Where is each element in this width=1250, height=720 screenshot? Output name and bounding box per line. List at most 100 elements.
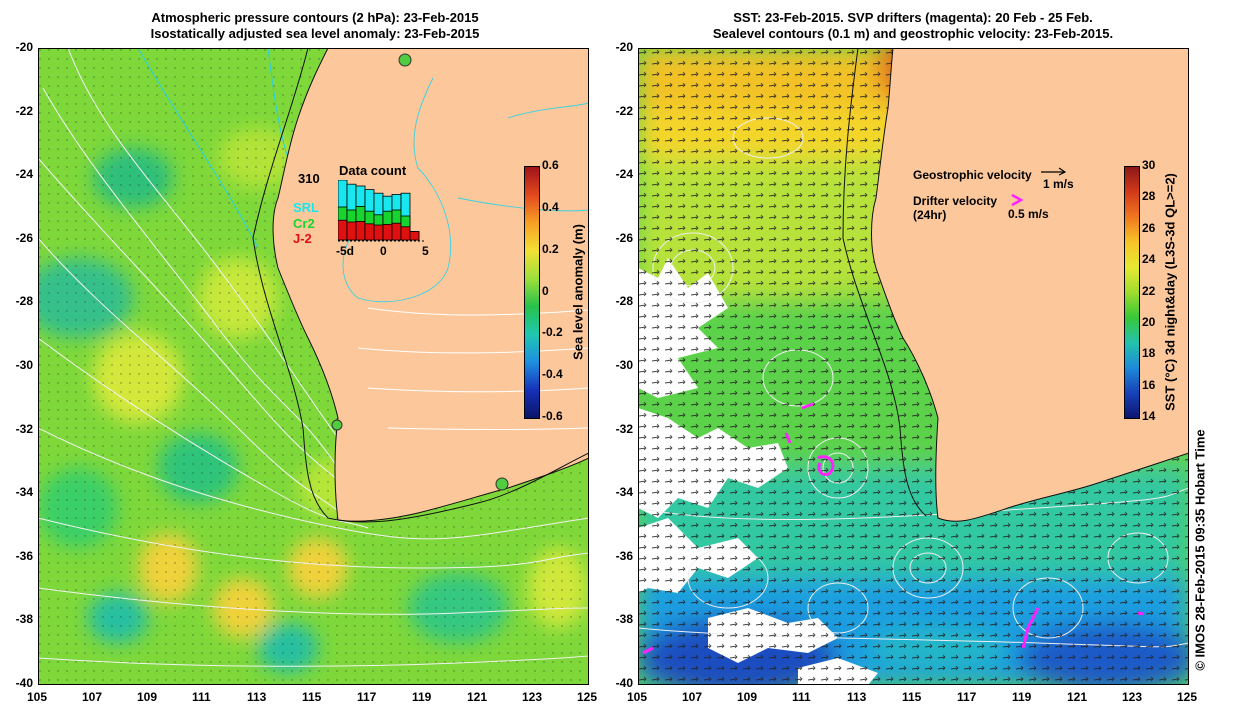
right-map[interactable]	[638, 48, 1189, 685]
station-marker[interactable]	[398, 53, 412, 67]
drifter-legend-sub: (24hr)	[913, 208, 947, 222]
lat-tick-label: -22	[15, 103, 33, 118]
left-colorbar-label: Sea level anomaly (m)	[570, 224, 586, 360]
lon-tick-label: 119	[412, 690, 432, 704]
lat-tick-label: -40	[15, 676, 33, 690]
colorbar-tick-label: 0.2	[542, 241, 559, 256]
lon-tick-label: 105	[27, 690, 48, 704]
lat-tick-label: -40	[615, 676, 633, 690]
legend-cr2: Cr2	[293, 216, 315, 231]
lon-tick-label: 111	[792, 690, 811, 704]
shelf-break-sst	[842, 48, 927, 517]
lat-tick-label: -36	[615, 548, 633, 563]
lon-tick-label: 125	[577, 690, 598, 704]
left-title-line1: Atmospheric pressure contours (2 hPa): 2…	[151, 10, 479, 25]
lon-tick-label: 125	[1177, 690, 1198, 704]
lon-tick-label: 121	[1067, 690, 1088, 704]
data-count-bar-j2	[338, 219, 348, 241]
legend-srl: SRL	[293, 200, 319, 215]
data-count-bar-j2	[364, 223, 375, 241]
geostrophic-legend-label: Geostrophic velocity	[913, 168, 1032, 182]
colorbar-tick-label: 14	[1142, 409, 1156, 423]
data-count-bar-j2	[409, 231, 420, 241]
colorbar-tick-label: 0	[542, 283, 549, 298]
left-title: Atmospheric pressure contours (2 hPa): 2…	[40, 10, 590, 42]
colorbar-tick-label: 22	[1142, 283, 1156, 298]
lat-tick-label: -34	[615, 485, 633, 500]
lon-tick-label: 113	[847, 690, 867, 704]
colorbar-tick-label: -0.2	[542, 325, 563, 340]
station-marker[interactable]	[331, 419, 343, 431]
lon-tick-label: 107	[82, 690, 103, 704]
right-title: SST: 23-Feb-2015. SVP drifters (magenta)…	[638, 10, 1188, 42]
lat-tick-label: -38	[15, 612, 33, 627]
colorbar-tick-label: 30	[1142, 158, 1156, 172]
lat-tick-label: -36	[15, 548, 33, 563]
lon-tick-label: 123	[522, 690, 543, 704]
colorbar-tick-label: 0.6	[542, 158, 559, 172]
lon-tick-label: 113	[247, 690, 267, 704]
lat-tick-label: -28	[15, 294, 33, 309]
colorbar-tick-label: 20	[1142, 314, 1156, 329]
drifter-legend-label: Drifter velocity	[913, 194, 998, 208]
left-map[interactable]	[38, 48, 589, 685]
lon-tick-label: 117	[357, 690, 377, 704]
lat-tick-label: -24	[15, 167, 33, 182]
credit-text: © IMOS 28-Feb-2015 09:35 Hobart Time	[1192, 429, 1208, 671]
right-colorbar-label: SST (°C) 3d night&day (L3S-3d QL>=2)	[1162, 173, 1178, 411]
data-count-bar-j2	[373, 224, 384, 241]
data-count-bar-j2	[355, 221, 366, 241]
lon-tick-label: 115	[902, 690, 922, 704]
lon-tick-label: 123	[1122, 690, 1143, 704]
lon-tick-label: 111	[192, 690, 211, 704]
lon-tick-label: 109	[737, 690, 758, 704]
lat-tick-label: -20	[615, 40, 633, 54]
data-count-inset: Data count 310 SRL Cr2 J-2 -5d 0 5	[280, 160, 440, 265]
lon-tick-label: 119	[1012, 690, 1032, 704]
colorbar-tick-label: 26	[1142, 220, 1156, 235]
lon-tick-label: 121	[467, 690, 488, 704]
lat-tick-label: -28	[615, 294, 633, 309]
drifter-legend-scale: 0.5 m/s	[1008, 207, 1049, 221]
lat-tick-label: -38	[615, 612, 633, 627]
lat-tick-label: -34	[15, 485, 33, 500]
data-count-bar-j2	[391, 222, 402, 241]
lon-tick-label: 105	[627, 690, 648, 704]
data-count-bar-j2	[382, 224, 393, 241]
lat-tick-label: -20	[15, 40, 33, 54]
right-colorbar-ticks: 30 28 26 24 22 20 18 16 14	[1140, 158, 1164, 423]
dc-tick-5: 5	[422, 244, 429, 258]
lon-tick-label: 117	[957, 690, 977, 704]
right-title-line1: SST: 23-Feb-2015. SVP drifters (magenta)…	[733, 10, 1093, 25]
left-colorbar	[524, 166, 540, 419]
colorbar-tick-label: 24	[1142, 252, 1156, 267]
station-marker[interactable]	[495, 477, 509, 491]
shelf-break	[252, 48, 589, 523]
data-count-chart	[338, 180, 424, 242]
legend-j2: J-2	[293, 231, 312, 246]
lat-tick-label: -24	[615, 167, 633, 182]
colorbar-tick-label: 16	[1142, 377, 1156, 392]
lat-tick-label: -22	[615, 103, 633, 118]
land-contours-white	[357, 307, 589, 430]
right-title-line2: Sealevel contours (0.1 m) and geostrophi…	[712, 26, 1114, 41]
drifter-tracks	[642, 402, 1144, 655]
left-colorbar-ticks: 0.6 0.4 0.2 0 -0.2 -0.4 -0.6	[540, 158, 570, 423]
colorbar-tick-label: 28	[1142, 189, 1156, 204]
data-count-bar-j2	[400, 226, 411, 241]
lon-tick-label: 115	[302, 690, 322, 704]
colorbar-tick-label: -0.6	[542, 409, 563, 423]
left-title-line2: Isostatically adjusted sea level anomaly…	[150, 26, 480, 41]
lat-tick-label: -30	[615, 358, 633, 372]
land-australia	[272, 48, 589, 522]
dc-tick-minus5: -5d	[336, 244, 354, 258]
dc-tick-0: 0	[380, 244, 387, 258]
land-australia-sst	[871, 48, 1189, 522]
lat-tick-label: -30	[15, 358, 33, 372]
geostrophic-legend-scale: 1 m/s	[1043, 177, 1074, 191]
lon-tick-label: 109	[137, 690, 158, 704]
map-frame	[38, 48, 589, 685]
colorbar-tick-label: 18	[1142, 346, 1156, 361]
right-colorbar	[1124, 166, 1140, 419]
data-count-bar-j2	[346, 221, 357, 241]
